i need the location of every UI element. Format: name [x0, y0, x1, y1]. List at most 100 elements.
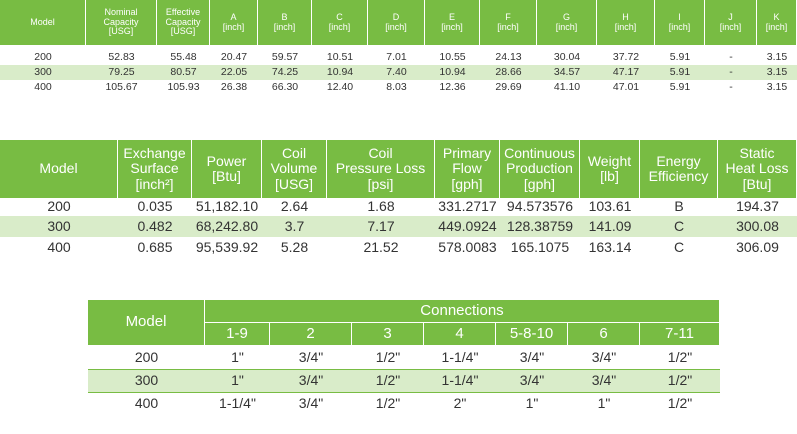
table-cell: B [640, 196, 718, 217]
cell-text: A [230, 11, 237, 22]
cell-text: 0.685 [137, 238, 173, 255]
cell-text: 59.57 [271, 50, 299, 63]
header-cell: Primary Flow [gph] [435, 140, 500, 198]
table-cell: 12.40 [312, 80, 368, 95]
table-cell: 128.38759 [500, 216, 580, 237]
table-cell: 1" [205, 347, 270, 369]
cell-text: Connections [420, 301, 504, 319]
cell-text: 2 [306, 324, 315, 342]
header-cell: E [inch] [425, 0, 480, 45]
table-cell: 105.93 [157, 80, 210, 95]
header-cell: 4 [424, 323, 496, 345]
cell-text: [inch] [719, 21, 742, 32]
table-cell: 7.01 [368, 50, 425, 65]
table-cell: 400 [0, 80, 86, 95]
table-cell: 55.48 [157, 50, 210, 65]
cell-text: Energy [656, 152, 701, 169]
cell-text: 5.91 [669, 65, 691, 78]
table-cell: 37.72 [597, 50, 655, 65]
cell-text: Efficiency [648, 168, 709, 184]
table-cell: 52.83 [86, 50, 157, 65]
cell-text: 52.83 [108, 50, 135, 63]
header-cell: Nominal Capacity [USG] [86, 0, 157, 45]
table-cell: 306.09 [718, 237, 797, 258]
cell-text: Flow [452, 160, 482, 177]
table-cell: 1-1/4" [424, 347, 496, 369]
cell-text: Coil [281, 144, 307, 161]
cell-text: 3/4" [519, 349, 545, 366]
table-cell: 449.0924 [435, 216, 500, 237]
table-cell: 59.57 [258, 50, 312, 65]
cell-text: Coil [368, 144, 393, 161]
header-cell: Model [0, 0, 86, 45]
cell-text: 200 [34, 50, 52, 63]
table-cell: 66.30 [258, 80, 312, 95]
table-cell: 10.51 [312, 50, 368, 65]
cell-text: 300 [34, 65, 52, 78]
cell-text: 1.68 [367, 197, 395, 214]
cell-text: 0.482 [137, 217, 173, 234]
header-cell: I [inch] [655, 0, 705, 45]
cell-text: Heat Loss [725, 160, 789, 177]
table-cell: 1-1/4" [424, 370, 496, 392]
table-cell: 3/4" [496, 347, 568, 369]
table-cell: 300 [0, 65, 86, 80]
table-cell: 1.68 [327, 196, 435, 217]
table-cell: 300 [88, 370, 205, 392]
table-cell: 47.01 [597, 80, 655, 95]
table-cell: 165.1075 [500, 237, 580, 258]
cell-text: E [448, 11, 455, 22]
table-cell: 200 [0, 196, 118, 217]
cell-text: Surface [130, 160, 179, 177]
cell-text: 2" [453, 395, 467, 412]
table-cell: - [705, 65, 757, 80]
cell-text: 3.15 [766, 65, 788, 78]
cell-text: 7.40 [386, 65, 407, 78]
cell-text: Model [30, 16, 55, 27]
header-cell: Model [0, 140, 118, 198]
table-cell: 3/4" [568, 347, 640, 369]
cell-text: [psi] [367, 175, 394, 192]
cell-text: 3/4" [591, 372, 617, 389]
header-cell: Static Heat Loss [Btu] [718, 140, 797, 198]
table-cell: 200 [0, 50, 86, 65]
cell-text: [inch] [385, 21, 407, 32]
cell-text: 449.0924 [438, 217, 497, 234]
row-highlight [0, 65, 797, 80]
header-cell: Energy Efficiency [640, 140, 718, 198]
table-cell: 10.94 [425, 65, 480, 80]
cell-text: 0.035 [137, 197, 173, 214]
header-cell: Power [Btu] [192, 140, 262, 198]
cell-text: 66.30 [271, 80, 299, 93]
cell-text: [inch] [668, 21, 691, 32]
header-cell: H [inch] [597, 0, 655, 45]
cell-text: - [729, 80, 733, 93]
cell-text: 128.38759 [506, 217, 574, 234]
header-cell: Weight [lb] [580, 140, 640, 198]
cell-text: 400 [134, 395, 159, 412]
table-cell: 1/2" [352, 370, 424, 392]
header-cell: Coil Volume [USG] [262, 140, 327, 198]
cell-text: [Btu] [212, 168, 241, 184]
cell-text: C [336, 11, 343, 22]
cell-text: 12.36 [439, 80, 466, 93]
cell-text: 74.25 [271, 65, 299, 78]
cell-text: 7.17 [367, 217, 395, 234]
table-cell: 10.94 [312, 65, 368, 80]
table-cell: 79.25 [86, 65, 157, 80]
table-cell: 200 [88, 347, 205, 369]
cell-text: 1" [231, 349, 244, 366]
table-cell: 1/2" [640, 347, 720, 369]
table-cell: 2" [424, 393, 496, 415]
table-cell: 1" [496, 393, 568, 415]
header-cell: 1-9 [205, 323, 270, 345]
table-cell: 41.10 [537, 80, 597, 95]
cell-text: 3/4" [519, 372, 545, 389]
cell-text: 1-1/4" [219, 395, 256, 412]
cell-text: 200 [47, 197, 71, 214]
cell-text: C [673, 238, 685, 255]
cell-text: [Btu] [742, 175, 772, 192]
header-cell: 6 [568, 323, 640, 345]
cell-text: 20.47 [220, 50, 248, 63]
table-cell: 74.25 [258, 65, 312, 80]
